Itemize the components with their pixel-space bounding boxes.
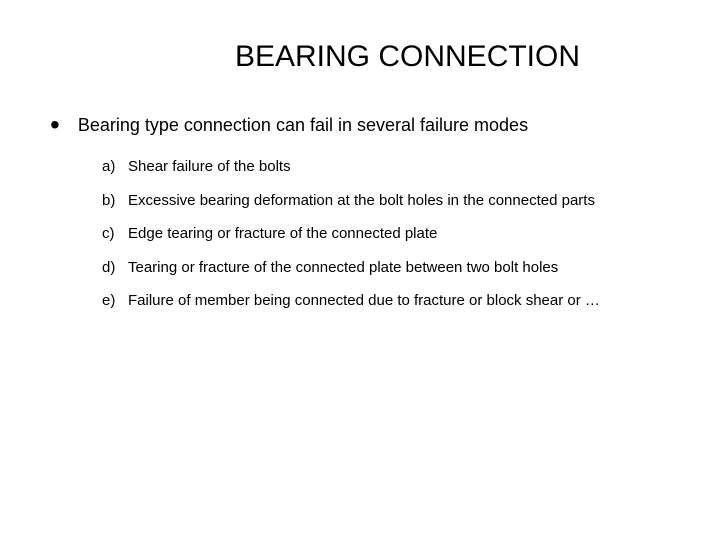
list-item: d) Tearing or fracture of the connected … <box>102 258 690 278</box>
sub-item-label: b) <box>102 191 124 211</box>
sub-item-label: d) <box>102 258 124 278</box>
sub-item-text: Edge tearing or fracture of the connecte… <box>128 224 690 244</box>
sub-item-text: Tearing or fracture of the connected pla… <box>128 258 690 278</box>
main-bullet-text: Bearing type connection can fail in seve… <box>78 114 528 137</box>
bullet-icon: • <box>50 111 60 139</box>
sub-item-text: Failure of member being connected due to… <box>128 291 690 311</box>
slide-title: BEARING CONNECTION <box>125 40 690 74</box>
sub-item-label: a) <box>102 157 124 177</box>
main-bullet-row: • Bearing type connection can fail in se… <box>30 114 690 139</box>
list-item: e) Failure of member being connected due… <box>102 291 690 311</box>
list-item: b) Excessive bearing deformation at the … <box>102 191 690 211</box>
sub-item-text: Shear failure of the bolts <box>128 157 690 177</box>
sub-item-label: e) <box>102 291 124 311</box>
sub-item-text: Excessive bearing deformation at the bol… <box>128 191 690 211</box>
list-item: c) Edge tearing or fracture of the conne… <box>102 224 690 244</box>
list-item: a) Shear failure of the bolts <box>102 157 690 177</box>
sub-item-label: c) <box>102 224 124 244</box>
sub-list: a) Shear failure of the bolts b) Excessi… <box>102 157 690 311</box>
